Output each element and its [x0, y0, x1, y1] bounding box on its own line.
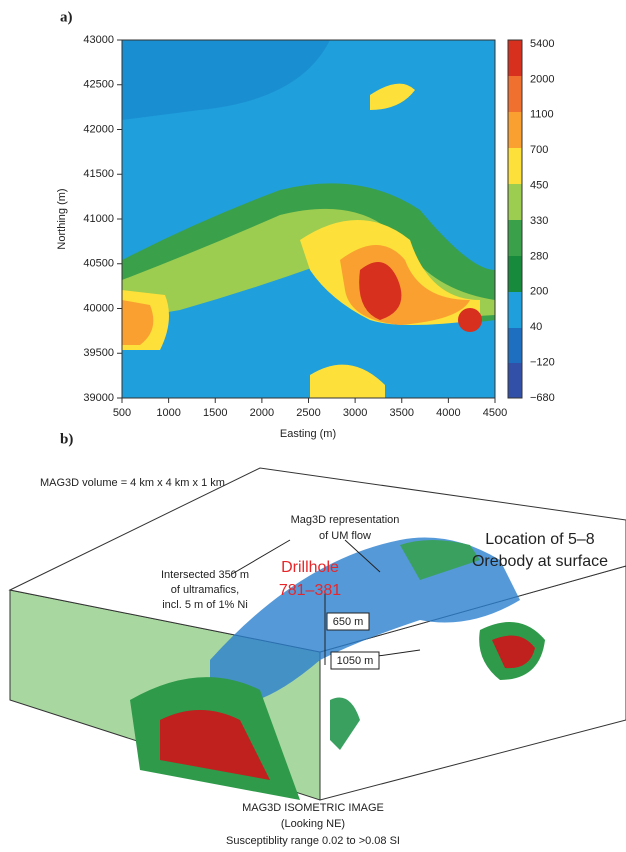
caption: Susceptiblity range 0.02 to >0.08 SI: [226, 835, 400, 847]
colorbar-label: 1100: [530, 109, 554, 121]
y-tick-label: 41500: [83, 168, 114, 180]
x-tick-label: 2500: [296, 407, 320, 419]
colorbar-label: 5400: [530, 38, 554, 50]
x-tick-label: 2000: [250, 407, 274, 419]
y-tick-label: 41000: [83, 213, 114, 225]
annotation: Intersected 350 m: [161, 569, 249, 581]
caption: MAG3D ISOMETRIC IMAGE: [242, 802, 384, 814]
y-tick-label: 39000: [83, 392, 114, 404]
colorbar-label: 2000: [530, 73, 554, 85]
axis-title: Northing (m): [56, 188, 68, 249]
annotation: Mag3D representation: [291, 514, 400, 526]
depth-label: 1050 m: [337, 655, 374, 667]
annotation: Location of 5–8: [485, 531, 595, 548]
colorbar-label: 700: [530, 144, 548, 156]
figure: a) Easting (m) Northing (m) 500 1000 1500 2…: [0, 0, 626, 852]
y-tick-label: 42500: [83, 79, 114, 91]
colorbar-label: −120: [530, 357, 555, 369]
x-tick-label: 3500: [390, 407, 414, 419]
y-tick-label: 40500: [83, 258, 114, 270]
contour-map: [122, 40, 495, 398]
annotation: of ultramafics,: [171, 584, 239, 596]
drillhole-label: 781–381: [279, 582, 341, 599]
x-tick-label: 500: [113, 407, 131, 419]
y-tick-label: 39500: [83, 347, 114, 359]
x-tick-label: 3000: [343, 407, 367, 419]
axis-title: Easting (m): [280, 428, 336, 440]
colorbar-label: 200: [530, 286, 548, 298]
y-tick-label: 42000: [83, 123, 114, 135]
x-tick-label: 1500: [203, 407, 227, 419]
colorbar-label: 40: [530, 321, 542, 333]
caption: (Looking NE): [281, 818, 345, 830]
y-tick-label: 40000: [83, 302, 114, 314]
drillhole-label: Drillhole: [281, 559, 339, 576]
note: MAG3D volume = 4 km x 4 km x 1 km: [40, 477, 225, 489]
x-tick-label: 1000: [156, 407, 180, 419]
y-tick-label: 43000: [83, 34, 114, 46]
annotation: of UM flow: [319, 530, 371, 542]
colorbar-label: −680: [530, 392, 555, 404]
colorbar-label: 450: [530, 180, 548, 192]
annotation: incl. 5 m of 1% Ni: [162, 599, 248, 611]
panel-label: a): [60, 9, 73, 25]
colorbar: [508, 40, 522, 398]
colorbar-label: 280: [530, 250, 548, 262]
x-tick-label: 4000: [436, 407, 460, 419]
depth-label: 650 m: [333, 616, 364, 628]
annotation: Orebody at surface: [472, 553, 608, 570]
colorbar-label: 330: [530, 215, 548, 227]
x-tick-label: 4500: [483, 407, 507, 419]
panel-label: b): [60, 431, 73, 447]
